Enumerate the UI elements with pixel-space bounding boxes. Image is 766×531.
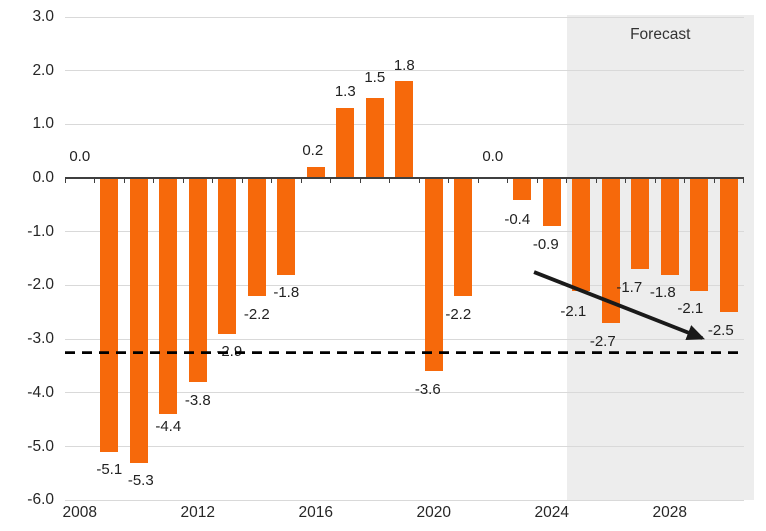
bar-2014 [247,178,266,297]
x-axis-tick [654,178,656,183]
y-tick-label: 0.0 [32,169,54,187]
y-tick-label: 2.0 [32,61,54,79]
bar-2029 [690,178,709,291]
y-tick-label: 3.0 [32,8,54,26]
bar-label-2030: -2.5 [707,321,734,339]
x-axis-tick [595,178,597,183]
bar-2026 [601,178,620,324]
x-tick-label: 2028 [652,504,687,521]
x-axis-tick [182,178,184,183]
bar-label-2009: -5.1 [96,461,123,479]
bar-label-2019: 1.8 [393,56,415,74]
x-tick-label: 2008 [62,504,97,521]
y-tick-label: -1.0 [27,222,54,240]
x-axis-tick [123,178,125,183]
x-axis-tick [625,178,626,183]
y-tick-label: -3.0 [27,330,54,348]
bar-label-2026: -2.7 [589,332,616,350]
bar-2019 [395,81,414,179]
y-tick-label: 1.0 [32,115,54,133]
gridline [65,392,744,394]
gridline [65,70,744,72]
x-tick-label: 2020 [416,504,451,521]
gridline [65,231,744,233]
x-axis-tick [300,178,302,183]
x-axis-tick [566,178,567,183]
x-axis-tick [64,178,66,183]
x-axis-tick [743,178,744,183]
x-axis-tick [271,178,272,183]
x-axis-tick [241,178,243,183]
gridline [65,16,744,18]
x-tick-label: 2024 [534,504,569,521]
bar-2015 [277,178,296,275]
x-axis-tick [94,178,95,183]
gridline [65,284,744,286]
bar-2027 [631,178,650,270]
bar-label-2010: -5.3 [127,472,154,490]
bar-2024 [542,178,561,227]
zero-axis-line [65,177,744,179]
gridline [65,499,744,501]
bar-2023 [513,178,532,200]
bar-2011 [159,178,178,415]
bar-label-2012: -3.8 [184,391,211,409]
bar-label-2022: 0.0 [482,147,504,165]
y-tick-label: -2.0 [27,276,54,294]
bar-label-2008: 0.0 [69,147,91,165]
bar-2025 [572,178,591,291]
x-axis-tick [418,178,420,183]
bar-label-2021: -2.2 [445,305,472,323]
bar-label-2028: -1.8 [649,284,676,302]
x-axis-tick [713,178,715,183]
bar-label-2020: -3.6 [414,380,441,398]
bar-2013 [218,178,237,334]
bar-label-2024: -0.9 [532,235,559,253]
x-axis-tick [448,178,449,183]
y-tick-label: -6.0 [27,491,54,509]
x-axis-tick [359,178,361,183]
x-tick-label: 2016 [298,504,333,521]
gridline [65,338,744,340]
forecast-label: Forecast [630,26,691,43]
bar-2021 [454,178,473,297]
bar-2030 [719,178,738,313]
bar-label-2027: -1.7 [616,278,643,296]
bar-label-2029: -2.1 [677,300,704,318]
bar-2020 [424,178,443,372]
bar-label-2023: -0.4 [504,211,531,229]
x-axis-tick [536,178,538,183]
y-tick-label: -5.0 [27,437,54,455]
bar-label-2018: 1.5 [364,69,386,87]
bar-2010 [129,178,148,463]
x-axis-tick [153,178,154,183]
bar-2018 [365,97,384,179]
bar-label-2025: -2.1 [560,303,587,321]
bar-2009 [100,178,119,452]
bar-label-2011: -4.4 [155,417,182,435]
bar-2012 [188,178,207,383]
y-tick-label: -4.0 [27,383,54,401]
bar-2016 [306,167,325,179]
x-axis-tick [684,178,685,183]
bar-label-2017: 1.3 [334,82,356,100]
bar-label-2014: -2.2 [243,305,270,323]
bar-2028 [660,178,679,275]
gridline [65,446,744,448]
bar-2017 [336,108,355,179]
bar-label-2013: -2.9 [216,343,243,361]
bar-label-2015: -1.8 [273,284,300,302]
x-axis-tick [389,178,390,183]
x-axis-tick [330,178,331,183]
x-axis-tick [212,178,213,183]
x-tick-label: 2012 [180,504,215,521]
x-axis-tick [477,178,479,183]
bar-label-2016: 0.2 [302,141,324,159]
x-axis-tick [507,178,508,183]
